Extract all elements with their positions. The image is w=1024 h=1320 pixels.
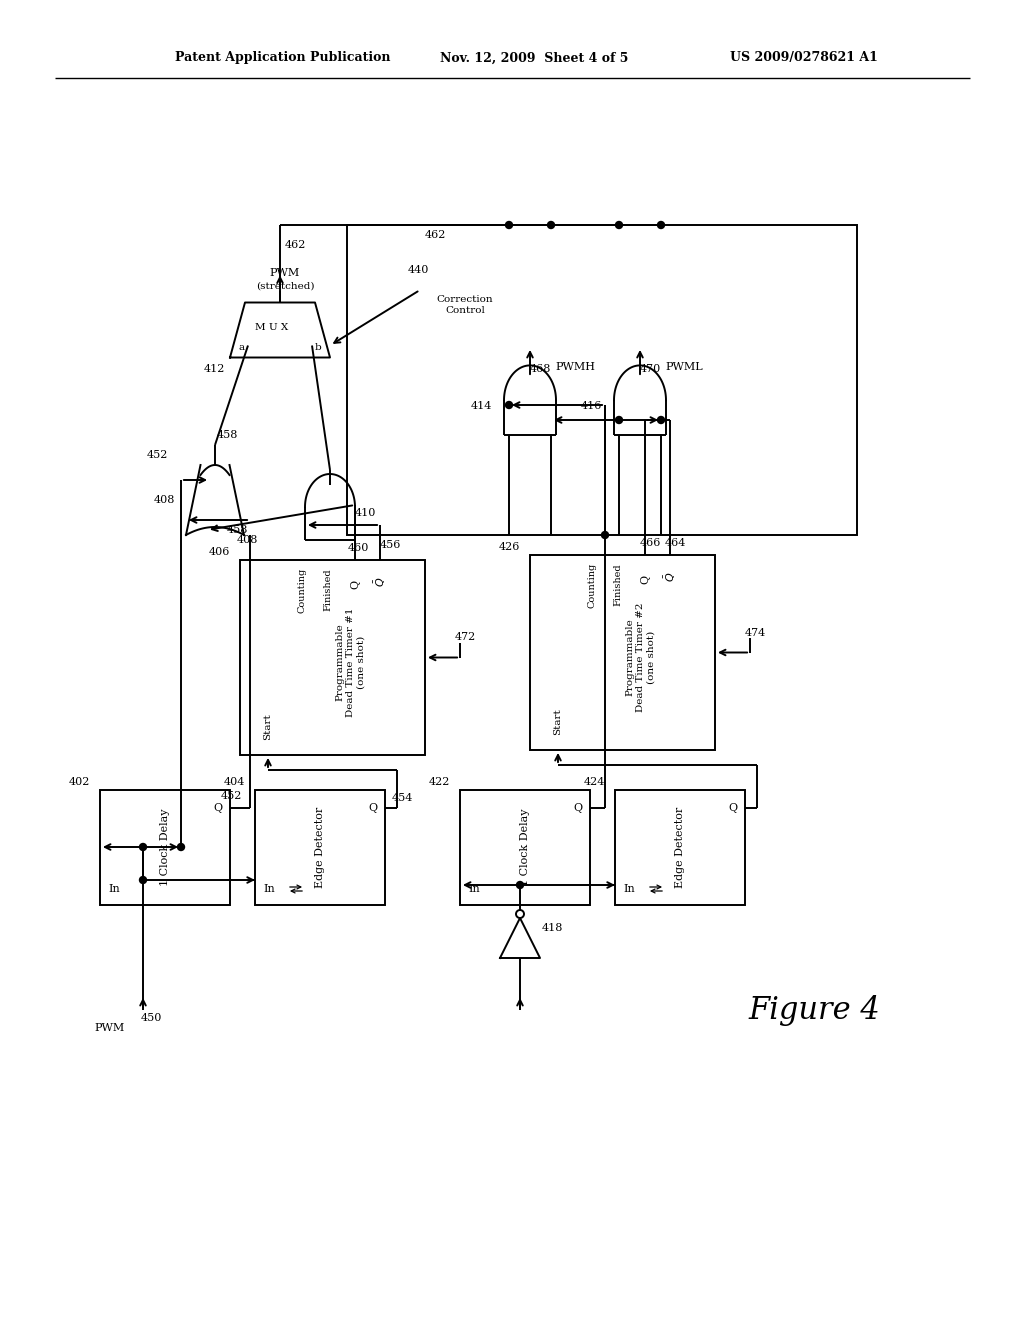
Text: Q: Q: [728, 803, 737, 813]
Text: 462: 462: [285, 240, 306, 249]
Circle shape: [657, 222, 665, 228]
Text: 414: 414: [471, 401, 492, 411]
Text: (stretched): (stretched): [256, 282, 314, 290]
Bar: [100, 789, 230, 906]
Text: PWM: PWM: [270, 268, 300, 277]
Text: 422: 422: [429, 777, 450, 787]
Circle shape: [601, 532, 608, 539]
Text: 452: 452: [146, 450, 168, 459]
Circle shape: [506, 401, 512, 408]
Text: Finished: Finished: [613, 564, 623, 606]
Text: 1 Clock Delay: 1 Clock Delay: [160, 809, 170, 886]
Text: 416: 416: [581, 401, 602, 411]
Bar: [460, 789, 590, 906]
Circle shape: [615, 222, 623, 228]
Text: PWMH: PWMH: [555, 362, 595, 372]
Text: 1 Clock Delay: 1 Clock Delay: [520, 809, 530, 886]
Text: In: In: [624, 884, 635, 894]
Text: Q: Q: [213, 803, 222, 813]
Text: In: In: [263, 884, 274, 894]
Text: $\bar{Q}$: $\bar{Q}$: [663, 572, 678, 582]
Text: Programmable
Dead Time Timer #1
(one shot): Programmable Dead Time Timer #1 (one sho…: [336, 607, 366, 717]
Text: 426: 426: [499, 543, 520, 552]
Text: Q: Q: [369, 803, 378, 813]
Text: In: In: [468, 884, 480, 894]
Circle shape: [657, 417, 665, 424]
Text: 468: 468: [529, 364, 551, 374]
Circle shape: [548, 222, 555, 228]
Text: 418: 418: [542, 923, 562, 933]
Text: 402: 402: [69, 777, 90, 787]
Text: 424: 424: [584, 777, 605, 787]
Text: $\bar{Q}$: $\bar{Q}$: [373, 577, 388, 587]
Text: Figure 4: Figure 4: [748, 994, 880, 1026]
Text: Finished: Finished: [324, 569, 333, 611]
Circle shape: [139, 876, 146, 883]
Text: 450: 450: [140, 1012, 162, 1023]
Text: Q: Q: [573, 803, 583, 813]
Text: 404: 404: [223, 777, 245, 787]
Text: a: a: [239, 343, 245, 352]
Text: Patent Application Publication: Patent Application Publication: [175, 51, 390, 65]
Text: 452: 452: [220, 791, 242, 801]
Text: Counting: Counting: [588, 562, 597, 607]
Text: US 2009/0278621 A1: US 2009/0278621 A1: [730, 51, 878, 65]
Text: Nov. 12, 2009  Sheet 4 of 5: Nov. 12, 2009 Sheet 4 of 5: [440, 51, 629, 65]
Text: Start: Start: [554, 709, 562, 735]
Text: 462: 462: [424, 230, 445, 240]
Text: PWM: PWM: [95, 1023, 125, 1034]
Text: Start: Start: [263, 714, 272, 741]
Text: PWML: PWML: [665, 362, 702, 372]
Circle shape: [506, 222, 512, 228]
Circle shape: [615, 417, 623, 424]
Bar: [615, 789, 745, 906]
Text: In: In: [109, 884, 120, 894]
Text: Q: Q: [350, 579, 360, 589]
Text: 408: 408: [237, 535, 258, 545]
Text: 456: 456: [379, 540, 400, 550]
Text: Counting: Counting: [298, 568, 306, 612]
Text: Edge Detector: Edge Detector: [315, 807, 325, 888]
Text: 458: 458: [216, 430, 238, 440]
Text: Edge Detector: Edge Detector: [675, 807, 685, 888]
Circle shape: [516, 882, 523, 888]
Bar: [347, 224, 857, 535]
Text: Q: Q: [640, 574, 650, 583]
Text: 466: 466: [639, 539, 660, 548]
Text: b: b: [314, 343, 322, 352]
Text: 412: 412: [204, 364, 225, 375]
Text: M U X: M U X: [255, 323, 289, 333]
Text: 410: 410: [354, 507, 376, 517]
Bar: [530, 554, 715, 750]
Text: 406: 406: [209, 546, 230, 557]
Bar: [240, 560, 425, 755]
Text: 440: 440: [408, 265, 429, 275]
Text: 460: 460: [347, 543, 369, 553]
Text: 474: 474: [744, 627, 766, 638]
Text: 408: 408: [154, 495, 175, 506]
Text: Correction
Control: Correction Control: [436, 296, 494, 314]
Circle shape: [139, 843, 146, 850]
Text: 464: 464: [665, 539, 686, 548]
Text: 458: 458: [226, 525, 248, 535]
Text: 470: 470: [639, 364, 660, 374]
Bar: [255, 789, 385, 906]
Text: 454: 454: [391, 793, 413, 803]
Circle shape: [177, 843, 184, 850]
Text: 472: 472: [455, 632, 475, 643]
Text: Programmable
Dead Time Timer #2
(one shot): Programmable Dead Time Timer #2 (one sho…: [626, 603, 655, 713]
